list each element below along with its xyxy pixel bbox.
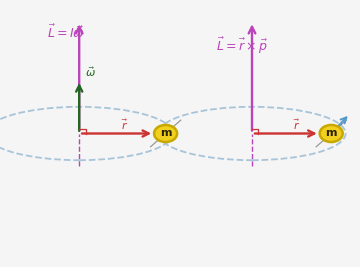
Text: m: m <box>160 128 171 139</box>
Text: $\vec{L} = \vec{r} \times \vec{p}$: $\vec{L} = \vec{r} \times \vec{p}$ <box>216 35 268 56</box>
Text: $\vec{r}$: $\vec{r}$ <box>293 117 301 132</box>
Circle shape <box>320 125 343 142</box>
Text: $\vec{r}$: $\vec{r}$ <box>121 117 128 132</box>
Circle shape <box>154 125 177 142</box>
Text: $\vec{L} = I\vec{\omega}$: $\vec{L} = I\vec{\omega}$ <box>47 23 85 41</box>
Text: m: m <box>325 128 337 139</box>
Text: $\vec{\omega}$: $\vec{\omega}$ <box>85 65 95 79</box>
